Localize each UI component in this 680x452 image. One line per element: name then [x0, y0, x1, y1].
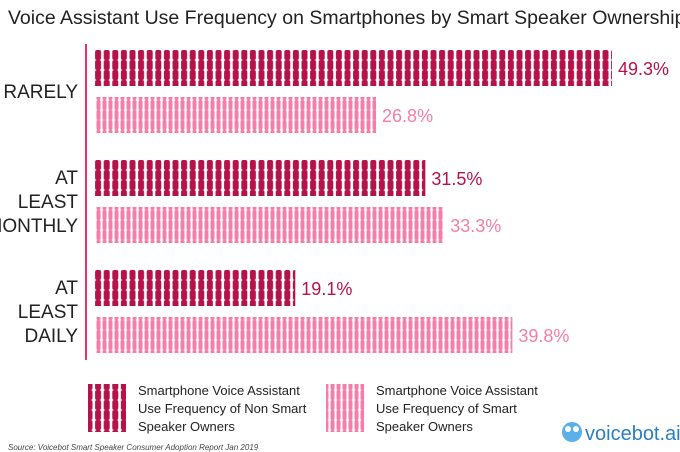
data-label: 31.5%	[431, 169, 482, 189]
data-label: 26.8%	[382, 106, 433, 126]
data-label: 49.3%	[618, 59, 669, 79]
bar	[95, 160, 426, 196]
svg-text:voicebot.ai: voicebot.ai	[585, 423, 680, 445]
data-label: 19.1%	[301, 279, 352, 299]
bar	[95, 270, 296, 306]
bar	[95, 317, 513, 353]
legend-swatch-non-owners	[88, 384, 126, 432]
category-label: ATLEASTMONTHLY	[0, 168, 78, 237]
voicebot-logo: voicebot.ai	[562, 422, 680, 445]
bar	[95, 50, 612, 86]
legend-swatch-owners	[326, 384, 364, 432]
bar	[95, 207, 445, 243]
category-label: RARELY	[3, 82, 78, 103]
chart-title: Voice Assistant Use Frequency on Smartph…	[8, 7, 680, 29]
data-label: 39.8%	[518, 326, 569, 346]
legend: Smartphone Voice Assistant Use Frequency …	[88, 383, 538, 434]
bar	[95, 97, 377, 133]
category-label: AT LEAST DAILY	[18, 278, 79, 347]
data-label: 33.3%	[450, 216, 501, 236]
source-note: Source: Voicebot Smart Speaker Consumer …	[8, 443, 259, 452]
